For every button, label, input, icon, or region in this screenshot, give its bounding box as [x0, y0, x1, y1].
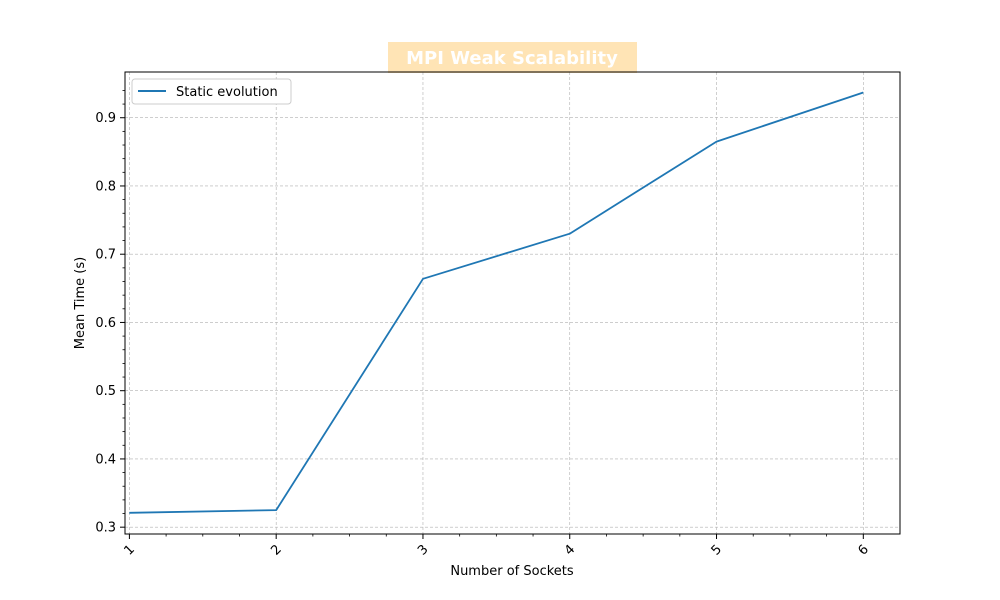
y-tick-label: 0.3	[95, 521, 116, 536]
y-tick-label: 0.7	[95, 248, 116, 263]
legend: Static evolution	[131, 78, 292, 105]
x-axis: 1 2 3 4 5 6	[122, 534, 872, 559]
series-line-static-evolution	[129, 91, 864, 514]
x-tick-label: 6	[855, 542, 871, 558]
x-tick-label: 1	[122, 542, 138, 558]
x-axis-label: Number of Sockets	[450, 564, 574, 579]
x-tick-label: 2	[268, 542, 284, 558]
axes-frame	[124, 71, 901, 535]
y-tick-label: 0.6	[95, 316, 116, 331]
series-layer	[129, 91, 864, 514]
x-tick-label: 4	[562, 542, 578, 558]
chart-title-background	[388, 42, 637, 73]
y-tick-label: 0.9	[95, 111, 116, 126]
legend-label-static-evolution: Static evolution	[176, 85, 278, 100]
x-tick-label: 5	[709, 542, 725, 558]
grid-lines	[125, 72, 900, 534]
y-tick-label: 0.8	[95, 179, 116, 194]
legend-box	[131, 78, 292, 105]
chart-title-group: MPI Weak Scalability	[388, 42, 637, 73]
y-axis: 0.3 0.4 0.5 0.6 0.7 0.8 0.9	[95, 90, 125, 536]
y-tick-label: 0.5	[95, 384, 116, 399]
y-tick-label: 0.4	[95, 452, 116, 467]
x-tick-label: 3	[415, 542, 431, 558]
chart-title: MPI Weak Scalability	[406, 48, 618, 69]
y-axis-label: Mean Time (s)	[73, 257, 88, 349]
